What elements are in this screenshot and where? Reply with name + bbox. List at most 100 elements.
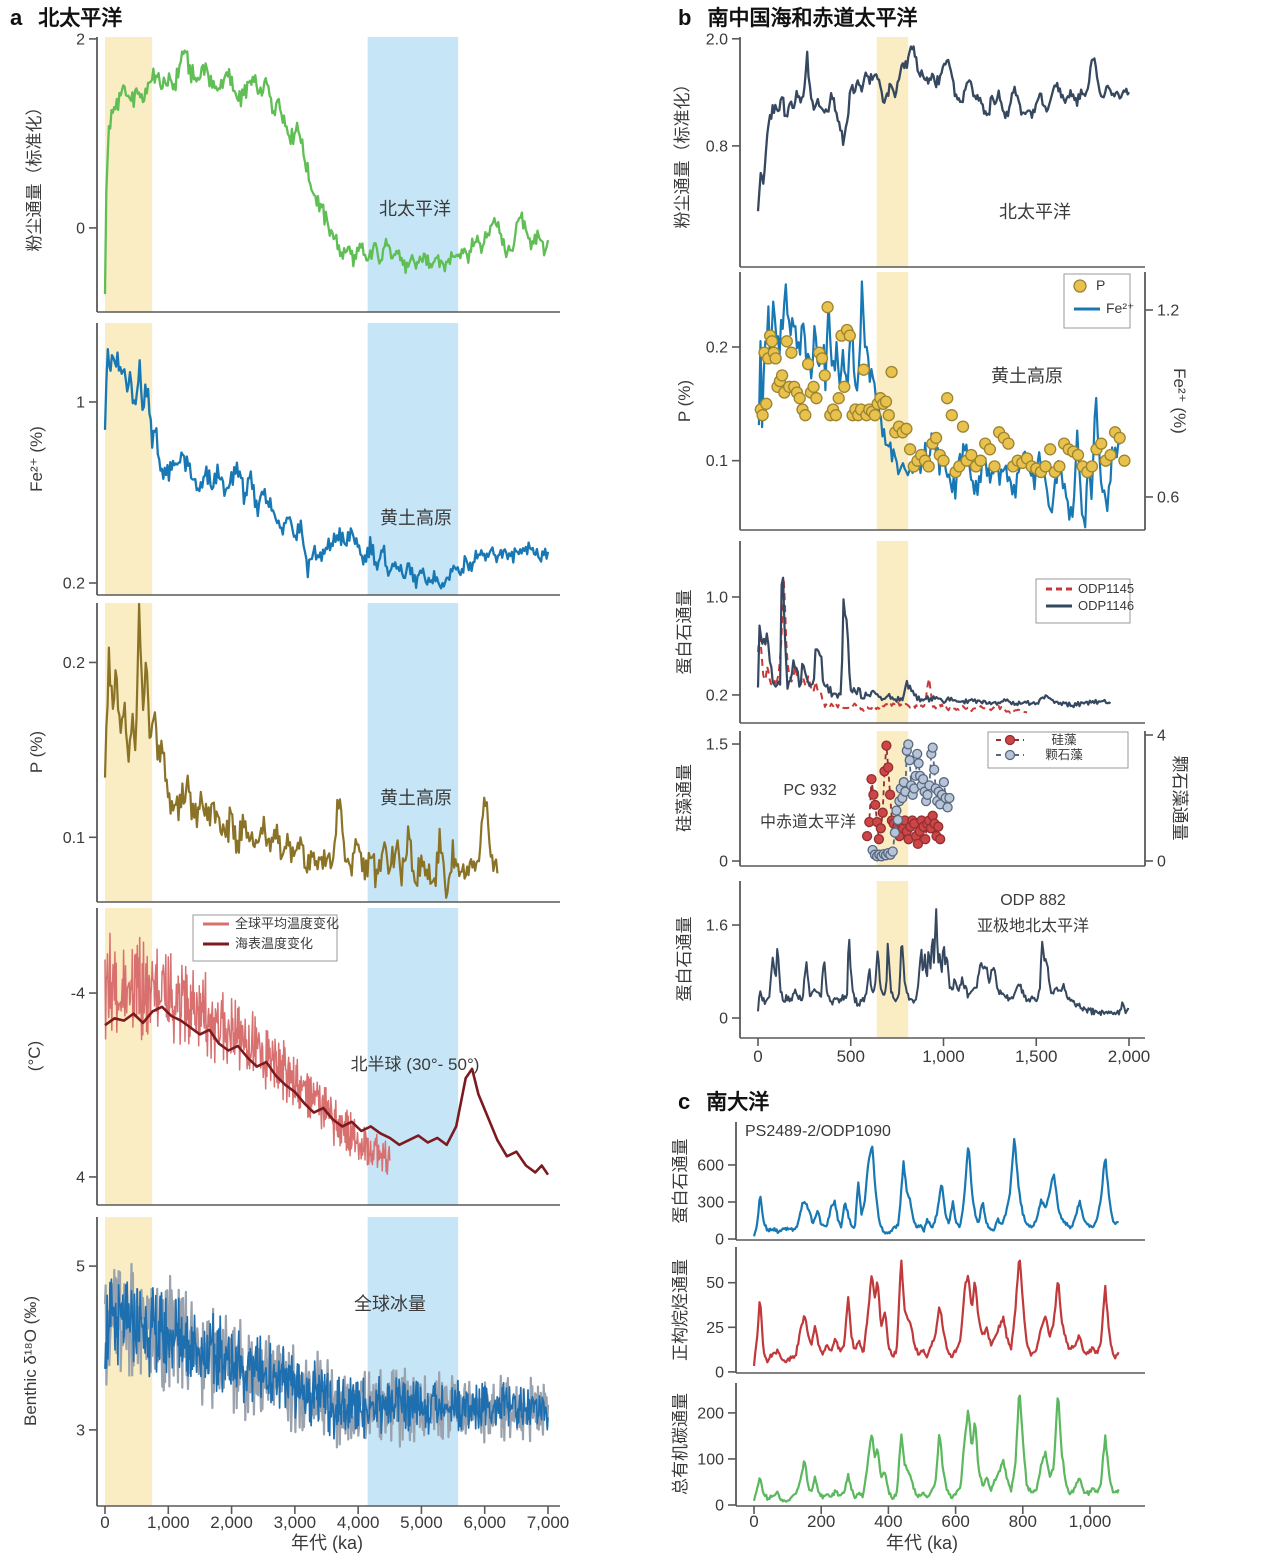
plot-b2-p-dots-marker xyxy=(885,365,898,379)
c1-y-axis-title: 蛋白石通量 xyxy=(671,1139,690,1224)
a1-y-axis-title: 粉尘通量（标准化） xyxy=(25,99,44,252)
plot-b4-coccolith-flux-marker xyxy=(927,742,938,753)
b1-y-axis-title: 粉尘通量（标准化） xyxy=(673,76,692,229)
plot-b2-p-dots-marker xyxy=(818,369,831,382)
panel-a-letter: a xyxy=(10,5,23,30)
plot-b4-diatom-flux-marker xyxy=(912,838,924,850)
plot-b4-diatom-flux-marker xyxy=(861,830,873,842)
plot-b5-opal-882 xyxy=(757,908,1130,1017)
plot-b2-p-dots-marker xyxy=(793,392,806,405)
c2-ytick-label: 50 xyxy=(706,1275,724,1292)
plot-b4-coccolith-flux-marker xyxy=(912,748,923,760)
plot-b4-diatom-flux-marker xyxy=(866,773,877,785)
b4-y-axis-title: 硅藻通量 xyxy=(675,764,694,832)
plot-b4-diatom-flux-marker xyxy=(884,789,896,800)
plot-b2-p-dots-marker xyxy=(756,409,769,422)
a4-ytick-label: 4 xyxy=(76,1169,85,1186)
plot-b2-p-dots-marker xyxy=(1053,460,1066,473)
c1-annotation: PS2489-2/ODP1090 xyxy=(745,1123,891,1140)
a2-ytick-label: 0.2 xyxy=(63,576,85,593)
plot-b2-p-dots-marker xyxy=(843,329,856,342)
plot-b4-diatom-flux-marker xyxy=(870,799,881,811)
plot-a4-global-mean-temp xyxy=(104,932,391,1175)
b5-ytick-label: 1.6 xyxy=(706,918,728,935)
plot-b2-p-dots-marker xyxy=(785,346,798,359)
a2-ytick-label: 1 xyxy=(76,394,85,411)
plot-b2-p-dots-marker xyxy=(956,420,970,433)
b2-y2tick-label: 1.2 xyxy=(1157,303,1179,320)
plot-b4-diatom-flux-marker xyxy=(920,834,931,845)
a3-annotation: 黄土高原 xyxy=(380,788,452,808)
plot-b2-p-dots-marker xyxy=(815,352,829,365)
a2-y-axis-title: Fe²⁺ (%) xyxy=(27,426,46,492)
c3-xtick-label: 600 xyxy=(941,1512,969,1531)
c3-ytick-label: 200 xyxy=(697,1405,724,1422)
plot-c3-toc xyxy=(752,1394,1120,1503)
b3-legend-label: ODP1145 xyxy=(1078,581,1134,596)
c3-xtick-label: 800 xyxy=(1009,1512,1037,1531)
plot-b4-coccolith-flux-marker xyxy=(913,758,924,769)
plot-a4-sea-surface-temp xyxy=(104,1005,550,1176)
b2-legend-label: P xyxy=(1096,277,1105,293)
panel-c-title-text: 南大洋 xyxy=(706,1091,770,1114)
c3-x-axis-title: 年代 (ka) xyxy=(886,1533,958,1553)
plot-b2-p-dots-marker xyxy=(945,409,958,422)
plot-b4-diatom-flux-marker xyxy=(875,823,886,834)
plot-b4-diatom-flux-marker xyxy=(868,789,879,800)
plot-b2-p-dots-marker xyxy=(1095,437,1108,450)
b3-ytick-label: 1.0 xyxy=(706,589,728,606)
highlight-band xyxy=(876,541,909,723)
b3-legend-box xyxy=(1035,578,1131,624)
a5-y-axis-title: Benthic δ¹⁸O (‰) xyxy=(21,1296,40,1426)
plot-b4-diatom-flux-marker xyxy=(881,740,892,751)
plot-b2-p-dots-marker xyxy=(941,392,954,405)
b4-ytick-label: 1.5 xyxy=(706,737,728,754)
plot-b4-coccolith-flux-marker xyxy=(903,739,914,750)
c1-ytick-label: 0 xyxy=(715,1232,724,1249)
a5-ytick-label: 5 xyxy=(76,1259,85,1276)
plot-b2-p-dots-marker xyxy=(974,454,987,467)
c3-xtick-label: 0 xyxy=(749,1512,758,1531)
plot-a5-d18o-stack xyxy=(104,1278,549,1440)
b5-xtick-label: 1,000 xyxy=(922,1047,965,1066)
a4-y-axis-title: (°C) xyxy=(25,1041,44,1071)
b2-ytick-label: 0.1 xyxy=(706,453,728,470)
panel-c-letter: c xyxy=(678,1089,691,1114)
plot-b4-coccolith-flux-marker xyxy=(929,764,940,775)
b4-legend-marker-dot xyxy=(1004,749,1016,761)
plot-b2-p-dots-marker xyxy=(922,460,935,473)
b2-y2-axis-title: Fe²⁺ (%) xyxy=(1170,368,1189,434)
plot-b4-coccolith-flux-marker xyxy=(922,789,933,800)
highlight-band xyxy=(105,323,153,595)
c2-y-axis-title: 正构烷烃通量 xyxy=(671,1259,690,1361)
plot-b2-p-dots-marker xyxy=(903,443,917,456)
a5-xtick-label: 0 xyxy=(100,1513,109,1532)
plot-b4-diatom-flux-marker xyxy=(883,762,894,773)
plot-b4-diatom-flux-marker xyxy=(877,807,888,818)
plot-b2-p-dots-marker xyxy=(1071,448,1085,462)
plot-b2-p-dots-marker xyxy=(775,369,789,382)
panel-a-title: a 北太平洋 xyxy=(10,2,122,32)
b5-annotation: ODP 882 xyxy=(1000,892,1066,909)
plot-c2-n-alkane xyxy=(752,1259,1120,1367)
b1-ytick-label: 2.0 xyxy=(706,31,728,48)
plot-b2-p-dots-marker xyxy=(801,357,815,371)
plot-b2-p-dots-marker xyxy=(1039,460,1052,473)
plot-b2-p-dots-marker xyxy=(882,409,895,422)
c3-ytick-label: 0 xyxy=(715,1497,724,1514)
plot-b2-p-dots-marker xyxy=(1002,437,1015,450)
a5-annotation: 全球冰量 xyxy=(354,1294,426,1314)
b3-y-axis-title: 蛋白石通量 xyxy=(675,590,694,675)
b5-y-axis-title: 蛋白石通量 xyxy=(675,917,694,1002)
a5-xtick-label: 1,000 xyxy=(147,1513,190,1532)
highlight-band xyxy=(367,1217,459,1506)
plot-b2-p-dots-marker xyxy=(965,448,978,462)
plot-b4-diatom-flux-marker xyxy=(935,834,946,845)
panel-b-title-text: 南中国海和赤道太平洋 xyxy=(707,7,918,30)
a1-annotation: 北太平洋 xyxy=(379,199,451,219)
b1-ytick-label: 0.8 xyxy=(706,138,728,155)
plot-b2-p-dots-marker xyxy=(868,409,882,422)
a1-ytick-label: 0 xyxy=(76,220,85,237)
b2-ytick-label: 0.2 xyxy=(706,340,728,357)
